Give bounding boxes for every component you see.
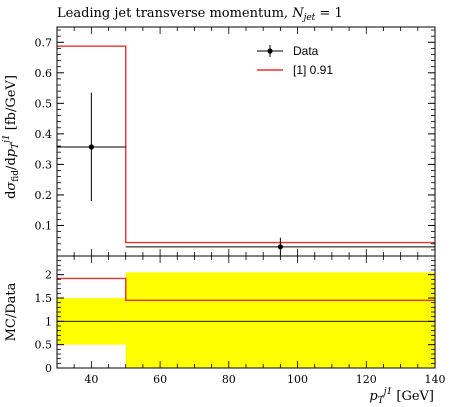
data-point-2 [125,237,435,255]
x-tick-label: 140 [425,373,446,386]
legend: Data [1] 0.91 [257,44,333,77]
ratio-y-axis-label: MC/Data [4,282,19,341]
x-tick-label: 80 [222,373,236,386]
mc-histogram-ratio [57,277,435,302]
x-tick-label: 100 [287,373,308,386]
ratio-panel: 0 0.5 1 1.5 2 40 60 80 100 120 140 [35,255,446,386]
ratio-ytick-label: 1 [45,315,52,328]
data-marker [88,144,94,150]
data-marker [277,244,283,250]
x-tick-label: 40 [84,373,98,386]
main-ytick-label: 0.6 [35,67,53,80]
main-ytick-label: 0.1 [35,219,53,232]
x-tick-label: 120 [356,373,377,386]
main-ytick-label: 0.3 [35,158,53,171]
main-ytick-label: 0.5 [35,97,53,110]
ratio-ytick-label: 0.5 [35,339,53,352]
x-tick-label: 60 [153,373,167,386]
chart-title: Leading jet transverse momentum, Njet = … [57,6,343,23]
main-ytick-label: 0.4 [35,128,53,141]
ratio-ytick-label: 0 [45,362,52,375]
main-frame [56,26,436,257]
x-axis-label: pTj1 [GeV] [369,387,434,406]
main-ytick-label: 0.7 [35,36,53,49]
main-ytick-label: 0.2 [35,189,53,202]
mc-histogram-main [57,45,435,244]
main-panel: 0.1 0.2 0.3 0.4 0.5 0.6 0.7 Data [1] 0.91 [35,26,436,257]
data-point-1 [57,92,126,202]
uncertainty-band [125,272,436,368]
legend-mc-label: [1] 0.91 [293,63,333,77]
legend-data-label: Data [293,44,319,58]
ratio-ytick-label: 1.5 [35,292,53,305]
ratio-ytick-label: 2 [45,269,52,282]
legend-data-marker [267,48,273,54]
main-y-axis-label: dσfid/dpTj1 [fb/GeV] [2,75,21,199]
